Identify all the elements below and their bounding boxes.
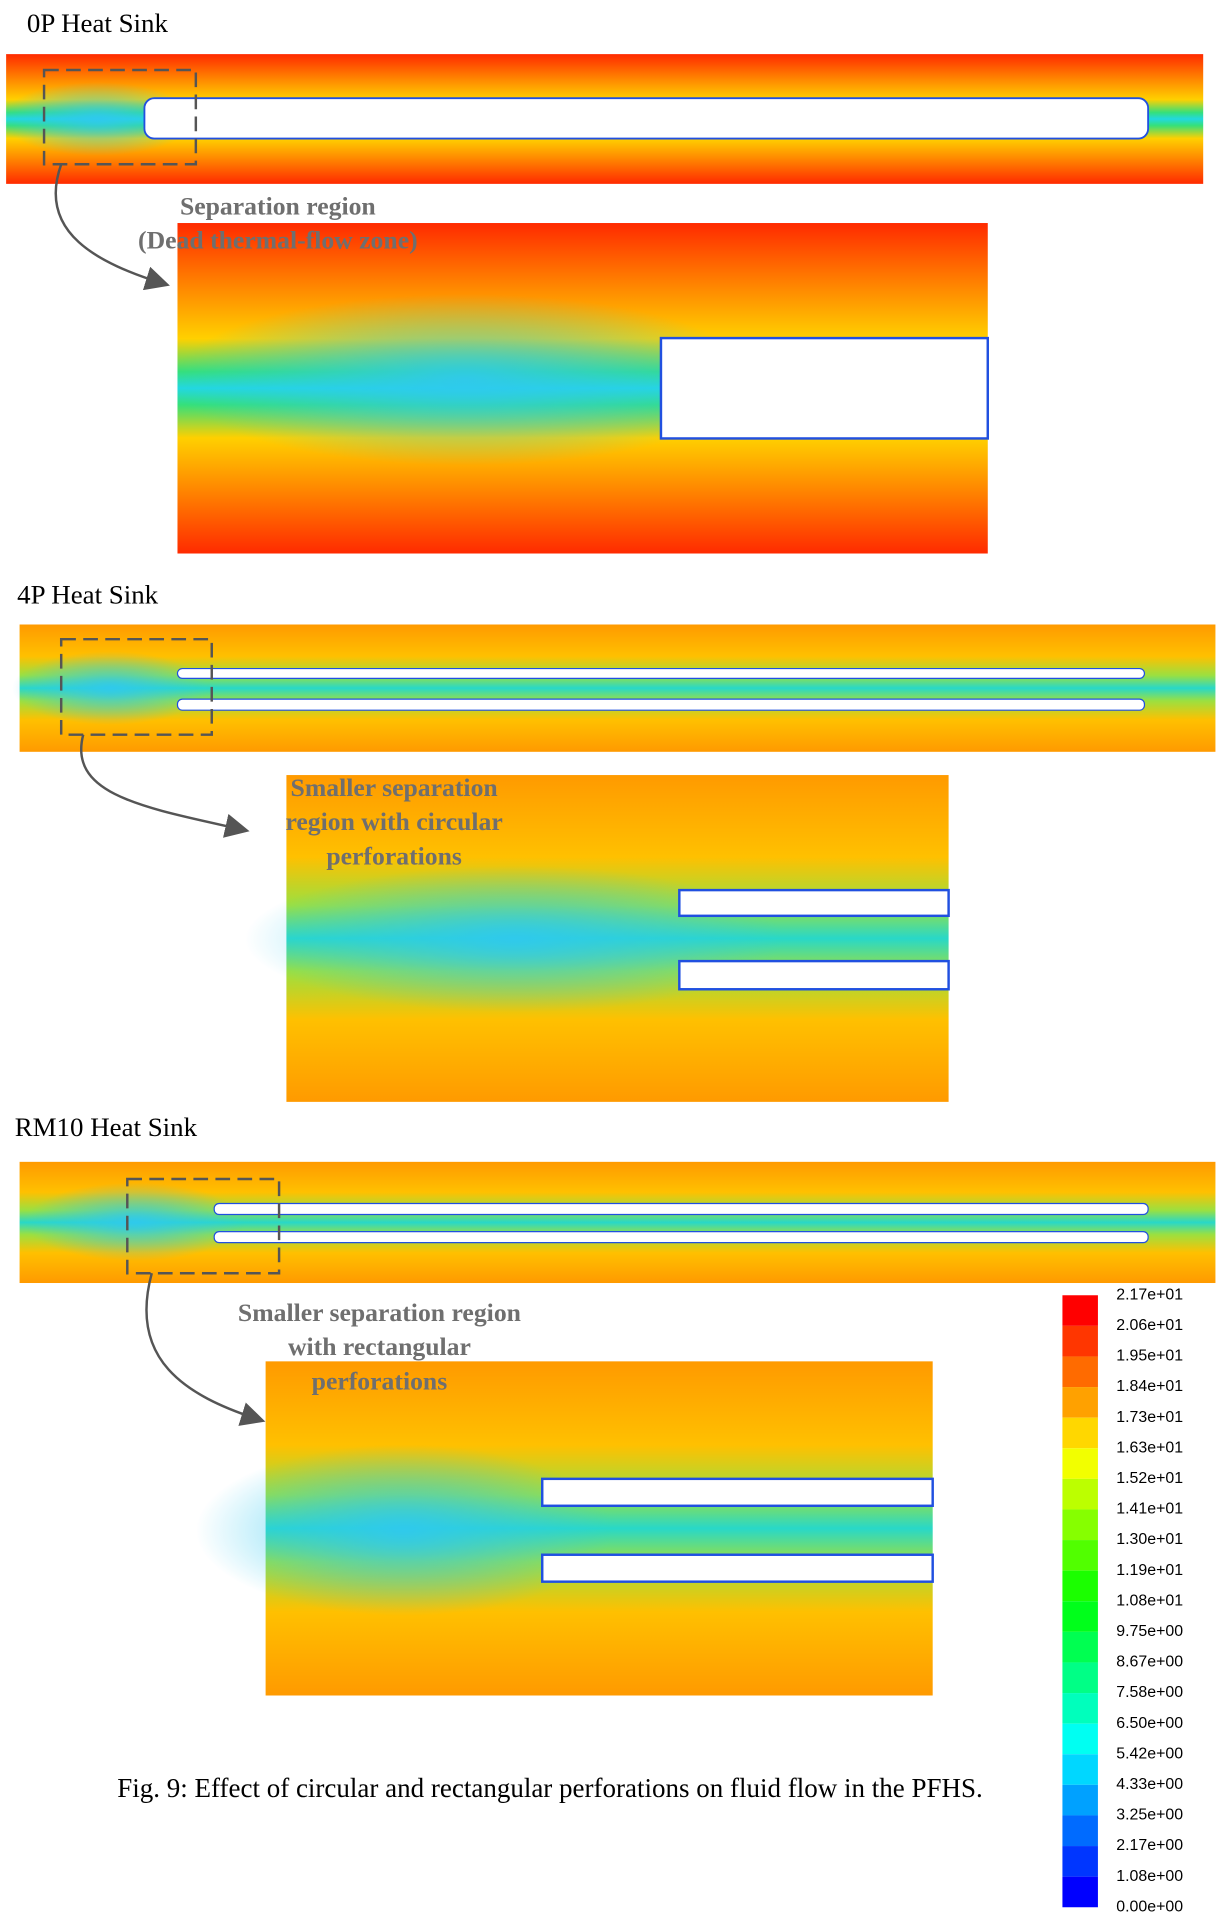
colorbar-band <box>1062 1693 1097 1724</box>
colorbar-label: 2.06e+01 <box>1116 1317 1183 1334</box>
colorbar-label: 5.42e+00 <box>1116 1745 1183 1762</box>
colorbar-label: 1.52e+01 <box>1116 1470 1183 1487</box>
colorbar-band <box>1062 1785 1097 1816</box>
colorbar-band <box>1062 1724 1097 1755</box>
colorbar-label: 2.17e+01 <box>1116 1286 1183 1303</box>
colorbar-band <box>1062 1540 1097 1571</box>
colorbar-band <box>1062 1509 1097 1540</box>
colorbar-label: 1.73e+01 <box>1116 1409 1183 1426</box>
colorbar-band <box>1062 1571 1097 1602</box>
colorbar-band <box>1062 1601 1097 1632</box>
panel-rm10 <box>20 1162 1216 1696</box>
colorbar-label: 1.95e+01 <box>1116 1348 1183 1365</box>
colorbar-label: 9.75e+00 <box>1116 1623 1183 1640</box>
annotation: Smaller separation <box>291 773 498 802</box>
panel-0p <box>0 54 1203 553</box>
colorbar-band <box>1062 1295 1097 1326</box>
colorbar-label: 1.08e+01 <box>1116 1592 1183 1609</box>
colorbar-label: 1.84e+01 <box>1116 1378 1183 1395</box>
page: 0P Heat Sink Separation region (Dead therm… <box>0 0 1224 1932</box>
colorbar-label: 6.50e+00 <box>1116 1715 1183 1732</box>
colorbar-band <box>1062 1754 1097 1785</box>
colorbar-band <box>1062 1662 1097 1693</box>
colorbar-band <box>1062 1326 1097 1357</box>
colorbar-band <box>1062 1418 1097 1449</box>
colorbar-label: 1.19e+01 <box>1116 1562 1183 1579</box>
colorbar-band <box>1062 1387 1097 1418</box>
panel-4p <box>12 625 1215 1102</box>
colorbar-band <box>1062 1479 1097 1510</box>
colorbar-label: 1.41e+01 <box>1116 1501 1183 1518</box>
colorbar-band <box>1062 1356 1097 1387</box>
colorbar-label: 8.67e+00 <box>1116 1654 1183 1671</box>
caption: Fig. 9: Effect of circular and rectangul… <box>100 1770 1000 1806</box>
colorbar-band <box>1062 1846 1097 1877</box>
figure: 0P Heat Sink Separation region (Dead therm… <box>0 0 1224 1932</box>
colorbar-band <box>1062 1448 1097 1479</box>
colorbar: 2.17e+01 2.06e+01 1.95e+01 1.84e+01 1.73e+01… <box>1062 1286 1183 1915</box>
colorbar-label: 3.25e+00 <box>1116 1807 1183 1824</box>
colorbar-label: 1.30e+01 <box>1116 1531 1183 1548</box>
colorbar-label: 4.33e+00 <box>1116 1776 1183 1793</box>
annotation: perforations <box>326 841 462 870</box>
colorbar-label: 0.00e+00 <box>1116 1898 1183 1915</box>
colorbar-label: 7.58e+00 <box>1116 1684 1183 1701</box>
colorbar-band <box>1062 1815 1097 1846</box>
annotation: Separation region <box>180 191 376 220</box>
colorbar-label: 1.63e+01 <box>1116 1439 1183 1456</box>
panel-title: 4P Heat Sink <box>17 580 159 610</box>
annotation: with rectangular <box>288 1332 471 1361</box>
annotation: Smaller separation region <box>238 1298 521 1327</box>
colorbar-band <box>1062 1877 1097 1908</box>
colorbar-band <box>1062 1632 1097 1663</box>
panel-title: RM10 Heat Sink <box>15 1112 198 1142</box>
colorbar-label: 2.17e+00 <box>1116 1837 1183 1854</box>
panel-title: 0P Heat Sink <box>27 8 169 38</box>
annotation: region with circular <box>285 807 502 836</box>
annotation: perforations <box>312 1367 448 1396</box>
annotation: (Dead thermal-flow zone) <box>138 226 418 255</box>
colorbar-label: 1.08e+00 <box>1116 1868 1183 1885</box>
